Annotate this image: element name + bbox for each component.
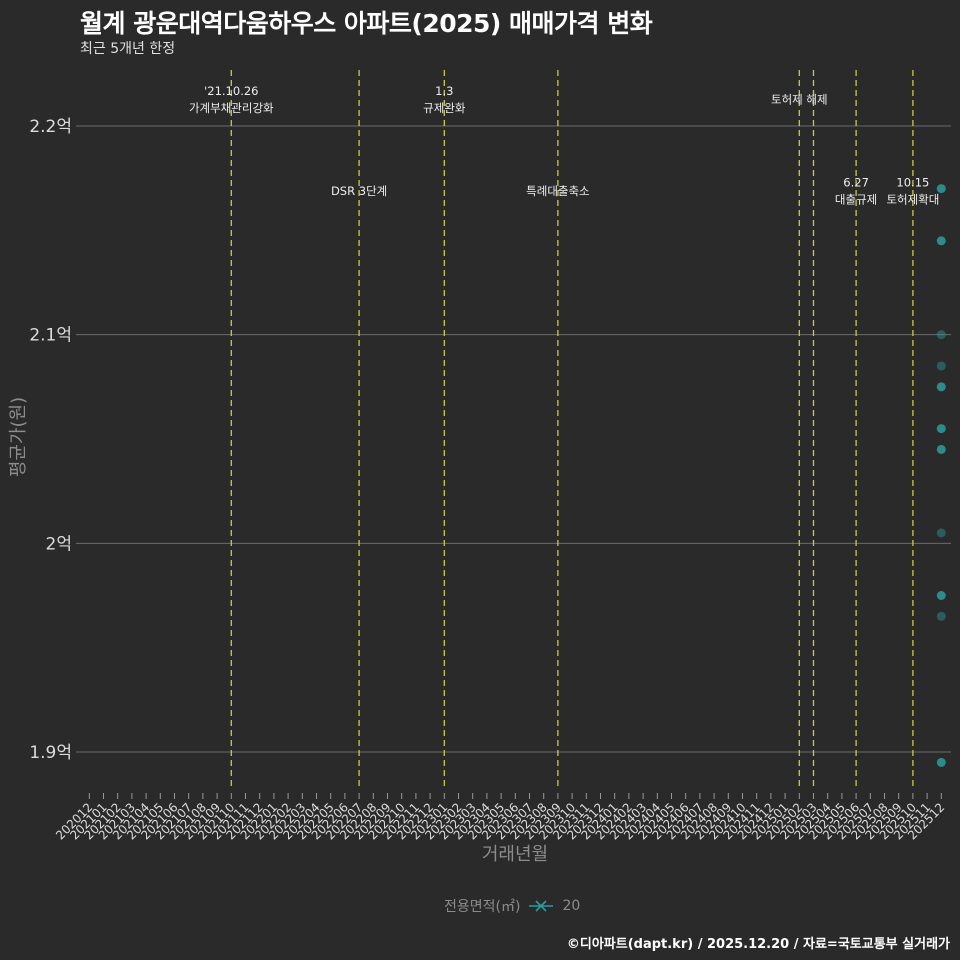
- event-annotation-text: DSR 3단계: [331, 184, 387, 198]
- data-point: [936, 611, 946, 621]
- y-tick-label: 2.2억: [29, 117, 72, 137]
- event-annotation-text: '21.10.26: [204, 84, 258, 98]
- legend-item-label: 20: [562, 898, 581, 914]
- event-annotation-text: 규제완화: [423, 101, 466, 115]
- legend-title: 전용면적(㎡): [444, 899, 521, 915]
- event-annotation-text: 토허제 해제: [771, 92, 828, 106]
- data-point: [936, 361, 946, 371]
- event-annotation-text: 토허제확대: [886, 193, 939, 207]
- data-point: [936, 382, 946, 392]
- event-annotation-text: 대출규제: [835, 193, 877, 207]
- data-point: [936, 330, 946, 340]
- y-tick-label: 1.9억: [29, 743, 72, 763]
- legend-point-line-icon: [529, 900, 554, 912]
- legend: 전용면적(㎡) 20: [444, 896, 580, 916]
- data-point: [936, 424, 946, 434]
- x-axis-ticks: 2020122021012021022021032021042021052021…: [53, 793, 947, 843]
- y-axis-tick-labels: 2.2억 2.1억 2억 1.9억: [29, 117, 72, 763]
- y-tick-label: 2.1억: [29, 326, 72, 346]
- data-point: [936, 591, 946, 600]
- chart-title: 월계 광운대역다움하우스 아파트(2025) 매매가격 변화: [80, 9, 653, 38]
- event-annotation-text: 특례대출축소: [526, 184, 589, 198]
- data-point: [936, 236, 946, 246]
- data-point: [936, 528, 946, 538]
- y-gridlines: [76, 125, 951, 753]
- y-axis-title: 평균가(원): [8, 396, 29, 478]
- event-annotation-text: 10.15: [896, 176, 929, 190]
- source-caption: ©디아파트(dapt.kr) / 2025.12.20 / 자료=국토교통부 실…: [566, 937, 950, 952]
- data-points: [936, 184, 946, 767]
- chart-subtitle: 최근 5개년 한정: [80, 41, 176, 57]
- data-point: [936, 444, 946, 454]
- x-axis-title: 거래년월: [481, 844, 549, 865]
- data-point: [936, 757, 946, 767]
- event-lines: [230, 70, 914, 790]
- y-tick-label: 2억: [46, 534, 72, 554]
- data-point: [936, 184, 946, 194]
- event-annotation-text: 6.27: [843, 176, 869, 190]
- event-annotation-text: 가계부채관리강화: [189, 101, 274, 115]
- event-annotation-text: 1.3: [435, 84, 453, 98]
